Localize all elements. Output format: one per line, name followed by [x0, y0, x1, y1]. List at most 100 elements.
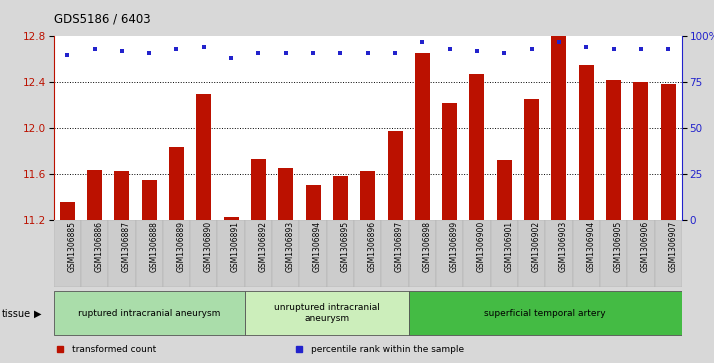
- Bar: [655, 220, 682, 287]
- Bar: [278, 168, 293, 220]
- Bar: [218, 220, 245, 287]
- Text: superficial temporal artery: superficial temporal artery: [485, 309, 606, 318]
- Text: GSM1306890: GSM1306890: [203, 221, 213, 272]
- Point: [417, 39, 428, 45]
- FancyBboxPatch shape: [54, 291, 245, 335]
- Point: [663, 46, 674, 52]
- Bar: [633, 82, 648, 220]
- Point: [498, 50, 510, 56]
- Text: GSM1306905: GSM1306905: [613, 221, 623, 272]
- Text: GSM1306897: GSM1306897: [395, 221, 404, 272]
- Point: [198, 44, 209, 50]
- Bar: [223, 217, 238, 220]
- Text: GSM1306893: GSM1306893: [286, 221, 295, 272]
- Point: [444, 46, 456, 52]
- Text: GSM1306902: GSM1306902: [532, 221, 540, 272]
- Bar: [163, 220, 190, 287]
- Bar: [327, 220, 354, 287]
- Point: [362, 50, 373, 56]
- Text: GSM1306900: GSM1306900: [477, 221, 486, 272]
- Text: GSM1306904: GSM1306904: [586, 221, 595, 272]
- Bar: [436, 220, 463, 287]
- Bar: [60, 203, 75, 220]
- Bar: [606, 80, 621, 220]
- Bar: [660, 85, 675, 220]
- FancyBboxPatch shape: [408, 291, 682, 335]
- Bar: [306, 185, 321, 220]
- Text: GSM1306889: GSM1306889: [176, 221, 186, 272]
- Bar: [381, 220, 408, 287]
- Point: [253, 50, 264, 56]
- Bar: [415, 53, 430, 220]
- Point: [471, 48, 483, 54]
- Text: GSM1306886: GSM1306886: [94, 221, 104, 272]
- Text: GSM1306894: GSM1306894: [313, 221, 322, 272]
- Text: GDS5186 / 6403: GDS5186 / 6403: [54, 13, 150, 26]
- Point: [608, 46, 619, 52]
- Bar: [497, 160, 512, 220]
- Bar: [169, 147, 184, 220]
- Text: GSM1306906: GSM1306906: [641, 221, 650, 272]
- Bar: [196, 94, 211, 220]
- Bar: [408, 220, 436, 287]
- Text: GSM1306903: GSM1306903: [559, 221, 568, 272]
- Text: ruptured intracranial aneurysm: ruptured intracranial aneurysm: [78, 309, 221, 318]
- Point: [226, 56, 237, 61]
- Point: [280, 50, 291, 56]
- Bar: [600, 220, 627, 287]
- Text: GSM1306887: GSM1306887: [122, 221, 131, 272]
- Point: [144, 50, 155, 56]
- Text: ▶: ▶: [34, 309, 41, 319]
- Bar: [524, 99, 539, 220]
- Text: GSM1306895: GSM1306895: [341, 221, 349, 272]
- Text: GSM1306892: GSM1306892: [258, 221, 268, 272]
- Point: [553, 39, 565, 45]
- Bar: [442, 103, 457, 220]
- Bar: [141, 180, 156, 220]
- Point: [335, 50, 346, 56]
- Bar: [627, 220, 655, 287]
- Text: tissue: tissue: [1, 309, 31, 319]
- Bar: [463, 220, 491, 287]
- Point: [171, 46, 182, 52]
- Text: GSM1306901: GSM1306901: [504, 221, 513, 272]
- Point: [526, 46, 538, 52]
- Bar: [354, 220, 381, 287]
- Point: [61, 52, 73, 57]
- Point: [307, 50, 318, 56]
- Text: GSM1306891: GSM1306891: [231, 221, 240, 272]
- Point: [389, 50, 401, 56]
- FancyBboxPatch shape: [245, 291, 408, 335]
- Point: [116, 48, 128, 54]
- Text: GSM1306907: GSM1306907: [668, 221, 677, 272]
- Bar: [81, 220, 109, 287]
- Bar: [333, 176, 348, 220]
- Bar: [114, 171, 129, 220]
- Bar: [251, 159, 266, 220]
- Bar: [573, 220, 600, 287]
- Text: GSM1306899: GSM1306899: [450, 221, 458, 272]
- Text: transformed count: transformed count: [72, 344, 156, 354]
- Point: [580, 44, 592, 50]
- Point: [89, 46, 100, 52]
- Bar: [551, 36, 566, 220]
- Bar: [272, 220, 299, 287]
- Text: GSM1306885: GSM1306885: [67, 221, 76, 272]
- Bar: [545, 220, 573, 287]
- Bar: [245, 220, 272, 287]
- Text: GSM1306896: GSM1306896: [368, 221, 377, 272]
- Text: GSM1306898: GSM1306898: [423, 221, 431, 272]
- Bar: [470, 74, 485, 220]
- Bar: [87, 170, 102, 220]
- Bar: [299, 220, 327, 287]
- Bar: [54, 220, 81, 287]
- Bar: [518, 220, 545, 287]
- Bar: [136, 220, 163, 287]
- Bar: [190, 220, 218, 287]
- Bar: [579, 65, 594, 220]
- Bar: [360, 171, 376, 220]
- Text: GSM1306888: GSM1306888: [149, 221, 159, 272]
- Bar: [109, 220, 136, 287]
- Text: percentile rank within the sample: percentile rank within the sample: [311, 344, 464, 354]
- Point: [635, 46, 647, 52]
